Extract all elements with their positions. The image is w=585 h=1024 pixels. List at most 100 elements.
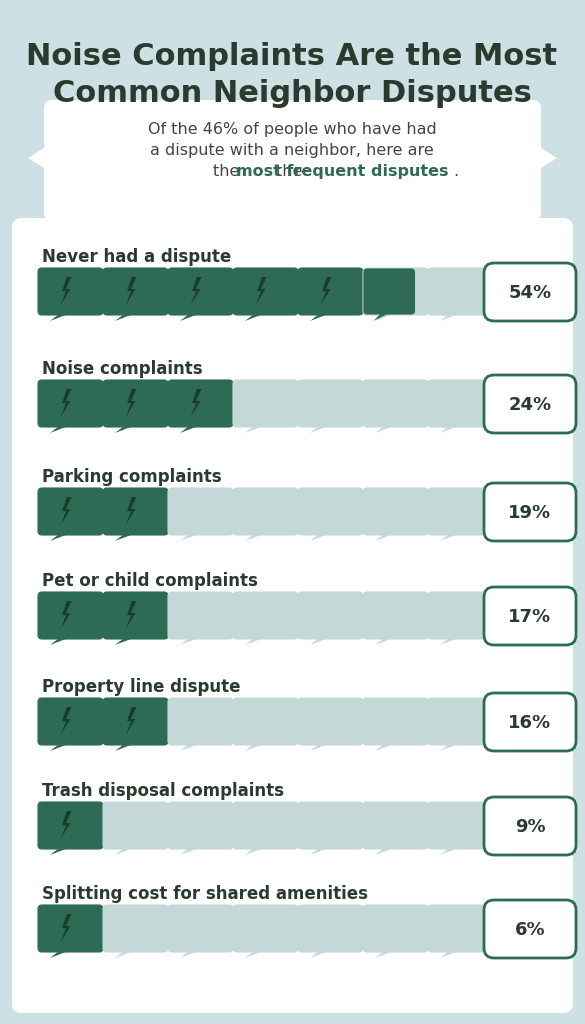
Text: 24%: 24% [508,396,552,414]
FancyBboxPatch shape [37,904,104,952]
FancyBboxPatch shape [484,483,576,541]
Polygon shape [375,948,401,958]
FancyBboxPatch shape [484,797,576,855]
Polygon shape [50,531,76,541]
FancyBboxPatch shape [102,592,168,640]
FancyBboxPatch shape [37,380,104,428]
FancyBboxPatch shape [37,802,104,850]
FancyBboxPatch shape [428,380,494,428]
FancyBboxPatch shape [232,592,298,640]
Polygon shape [245,741,271,751]
Text: 9%: 9% [515,818,545,836]
FancyBboxPatch shape [297,697,363,745]
Polygon shape [50,948,76,958]
Polygon shape [375,635,401,645]
Polygon shape [180,741,206,751]
Polygon shape [115,845,141,855]
Polygon shape [115,635,141,645]
Text: a dispute with a neighbor, here are: a dispute with a neighbor, here are [150,143,434,158]
FancyBboxPatch shape [363,802,429,850]
Polygon shape [375,311,401,321]
Text: Of the 46% of people who have had: Of the 46% of people who have had [147,122,436,137]
Polygon shape [60,707,71,735]
Polygon shape [373,311,394,321]
Polygon shape [245,531,271,541]
Polygon shape [60,601,71,629]
FancyBboxPatch shape [102,802,168,850]
Polygon shape [440,423,466,433]
Polygon shape [310,531,336,541]
FancyBboxPatch shape [428,697,494,745]
Text: 17%: 17% [508,608,552,626]
FancyBboxPatch shape [484,900,576,958]
Polygon shape [321,278,332,305]
Polygon shape [180,845,206,855]
Polygon shape [375,741,401,751]
FancyBboxPatch shape [102,380,168,428]
Text: the: the [276,164,308,179]
Polygon shape [440,741,466,751]
Text: Never had a dispute: Never had a dispute [42,248,231,266]
FancyBboxPatch shape [428,592,494,640]
FancyBboxPatch shape [232,802,298,850]
FancyBboxPatch shape [363,592,429,640]
Text: Parking complaints: Parking complaints [42,468,222,486]
Polygon shape [256,278,267,305]
FancyBboxPatch shape [297,487,363,536]
FancyBboxPatch shape [428,802,494,850]
Polygon shape [115,423,141,433]
Polygon shape [126,389,136,417]
Polygon shape [180,423,206,433]
FancyBboxPatch shape [232,697,298,745]
FancyBboxPatch shape [297,267,363,315]
Polygon shape [440,845,466,855]
Polygon shape [180,311,206,321]
FancyBboxPatch shape [12,218,573,1013]
Polygon shape [50,845,76,855]
FancyBboxPatch shape [37,267,104,315]
Polygon shape [310,423,336,433]
Polygon shape [50,741,76,751]
Text: Noise complaints: Noise complaints [42,360,202,378]
Polygon shape [440,531,466,541]
Polygon shape [115,311,141,321]
Polygon shape [115,948,141,958]
FancyBboxPatch shape [44,100,541,221]
Polygon shape [245,948,271,958]
Polygon shape [440,311,466,321]
Polygon shape [310,948,336,958]
FancyBboxPatch shape [102,697,168,745]
FancyBboxPatch shape [428,267,494,315]
FancyBboxPatch shape [363,380,429,428]
Polygon shape [50,423,76,433]
Text: 19%: 19% [508,504,552,522]
Polygon shape [440,635,466,645]
Polygon shape [310,311,336,321]
Text: 16%: 16% [508,714,552,732]
Polygon shape [126,707,136,735]
FancyBboxPatch shape [102,487,168,536]
FancyBboxPatch shape [37,487,104,536]
Polygon shape [245,845,271,855]
Polygon shape [191,389,201,417]
Text: 6%: 6% [515,921,545,939]
Polygon shape [126,278,136,305]
FancyBboxPatch shape [363,267,429,315]
Polygon shape [245,635,271,645]
FancyBboxPatch shape [297,380,363,428]
FancyBboxPatch shape [167,904,233,952]
Polygon shape [375,423,401,433]
Polygon shape [245,423,271,433]
Text: Noise Complaints Are the Most
Common Neighbor Disputes: Noise Complaints Are the Most Common Nei… [26,42,558,109]
Polygon shape [375,845,401,855]
FancyBboxPatch shape [297,592,363,640]
FancyBboxPatch shape [363,904,429,952]
FancyBboxPatch shape [232,487,298,536]
FancyBboxPatch shape [297,802,363,850]
Polygon shape [60,914,71,942]
Text: Trash disposal complaints: Trash disposal complaints [42,782,284,800]
Text: Splitting cost for shared amenities: Splitting cost for shared amenities [42,885,368,903]
Polygon shape [180,531,206,541]
Polygon shape [50,311,76,321]
Polygon shape [310,741,336,751]
